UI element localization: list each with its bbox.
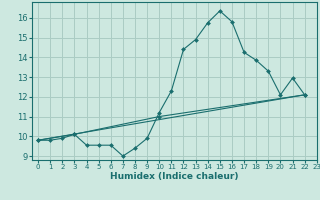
X-axis label: Humidex (Indice chaleur): Humidex (Indice chaleur) — [110, 172, 239, 181]
